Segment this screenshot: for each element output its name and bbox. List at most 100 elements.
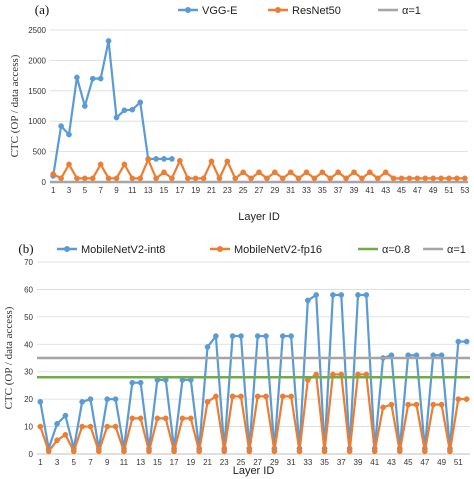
x-tick-label: 11 bbox=[120, 458, 129, 467]
x-tick-label: 43 bbox=[381, 186, 390, 195]
x-tick-label: 9 bbox=[114, 186, 119, 195]
data-point bbox=[374, 175, 381, 182]
x-tick-label: 47 bbox=[413, 186, 422, 195]
x-tick-label: 29 bbox=[270, 186, 279, 195]
series-MobileNetV2-fp16 bbox=[37, 371, 470, 455]
data-point bbox=[112, 423, 119, 430]
x-tick-label: 43 bbox=[387, 458, 396, 467]
x-tick-label: 25 bbox=[237, 458, 246, 467]
x-tick-label: 45 bbox=[397, 186, 406, 195]
data-point bbox=[330, 292, 336, 298]
data-point bbox=[455, 396, 462, 402]
data-point bbox=[66, 131, 72, 138]
data-point bbox=[296, 448, 303, 455]
data-point bbox=[208, 158, 215, 165]
legend-marker bbox=[217, 246, 223, 252]
data-point bbox=[321, 448, 328, 455]
x-tick-label: 21 bbox=[203, 458, 212, 467]
series-line bbox=[39, 293, 467, 450]
x-tick-label: 1 bbox=[38, 458, 43, 467]
data-point bbox=[221, 448, 228, 455]
data-point bbox=[254, 333, 261, 339]
data-point bbox=[45, 448, 52, 455]
data-point bbox=[438, 175, 444, 182]
data-point bbox=[319, 169, 326, 176]
data-point bbox=[238, 333, 244, 339]
data-point bbox=[263, 393, 269, 400]
data-point bbox=[371, 448, 378, 455]
x-tick-label: 13 bbox=[144, 186, 153, 195]
data-point bbox=[343, 175, 349, 182]
data-point bbox=[104, 423, 111, 430]
data-point bbox=[254, 393, 261, 400]
x-tick-label: 49 bbox=[437, 458, 446, 467]
data-point bbox=[430, 175, 437, 182]
data-point bbox=[422, 175, 429, 182]
x-tick-label: 19 bbox=[191, 186, 200, 195]
x-tick-label: 17 bbox=[170, 458, 179, 467]
data-point bbox=[184, 175, 191, 182]
x-tick-label: 31 bbox=[287, 458, 296, 467]
data-point bbox=[396, 448, 403, 455]
x-tick-label: 29 bbox=[270, 458, 279, 467]
x-tick-label: 37 bbox=[334, 186, 343, 195]
x-tick-label: 33 bbox=[302, 186, 311, 195]
data-point bbox=[313, 292, 320, 298]
x-tick-label: 15 bbox=[153, 458, 162, 467]
data-point bbox=[380, 404, 386, 411]
data-point bbox=[447, 448, 453, 455]
legend-label: α=1 bbox=[402, 5, 421, 17]
y-tick-label: 1000 bbox=[28, 117, 46, 126]
x-tick-label: 7 bbox=[98, 186, 103, 195]
data-point bbox=[171, 448, 177, 455]
legend-label: α=0.8 bbox=[382, 244, 410, 256]
x-tick-label: 27 bbox=[253, 458, 262, 467]
data-point bbox=[405, 401, 411, 408]
legend-marker bbox=[185, 7, 191, 13]
x-tick-label: 13 bbox=[136, 458, 145, 467]
data-point bbox=[238, 393, 244, 400]
data-point bbox=[196, 448, 203, 455]
x-tick-label: 9 bbox=[105, 458, 110, 467]
y-tick-label: 60 bbox=[24, 285, 33, 294]
data-point bbox=[438, 401, 445, 408]
legend-label: α=1 bbox=[447, 244, 466, 256]
data-point bbox=[161, 156, 167, 162]
data-point bbox=[137, 415, 144, 422]
data-point bbox=[366, 169, 373, 176]
x-tick-label: 35 bbox=[320, 458, 329, 467]
x-axis-label: Layer ID bbox=[238, 211, 280, 223]
data-point bbox=[414, 175, 421, 182]
x-tick-label: 51 bbox=[454, 458, 463, 467]
data-point bbox=[363, 292, 370, 298]
legend-label: VGG-E bbox=[202, 5, 237, 17]
data-point bbox=[129, 106, 136, 113]
x-tick-label: 3 bbox=[67, 186, 72, 195]
y-tick-label: 30 bbox=[24, 368, 33, 377]
data-point bbox=[390, 175, 397, 182]
legend-label: MobileNetV2-fp16 bbox=[234, 244, 322, 256]
x-tick-label: 3 bbox=[55, 458, 60, 467]
data-point bbox=[271, 448, 278, 455]
data-point bbox=[169, 156, 175, 162]
data-point bbox=[264, 175, 270, 182]
data-point bbox=[79, 423, 85, 430]
data-point bbox=[137, 379, 144, 386]
y-axis-label: CTC (OP / data access) bbox=[3, 306, 15, 409]
data-point bbox=[81, 103, 88, 109]
legend-marker bbox=[64, 246, 70, 252]
data-point bbox=[153, 175, 159, 182]
data-point bbox=[104, 396, 111, 402]
data-point bbox=[422, 448, 428, 455]
data-point bbox=[54, 420, 60, 427]
series-ResNet50 bbox=[50, 156, 468, 182]
data-point bbox=[288, 333, 294, 339]
data-point bbox=[89, 175, 96, 182]
data-point bbox=[338, 292, 345, 298]
data-point bbox=[279, 333, 286, 339]
y-tick-label: 0 bbox=[29, 450, 34, 459]
data-point bbox=[179, 415, 186, 422]
data-point bbox=[248, 175, 254, 182]
